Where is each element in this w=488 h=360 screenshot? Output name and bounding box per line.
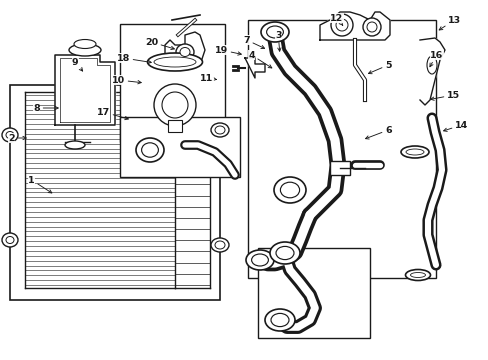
Text: 3: 3 [274,31,281,51]
Ellipse shape [409,273,425,278]
Ellipse shape [275,246,293,260]
Text: 7: 7 [243,36,264,49]
Text: 5: 5 [368,60,391,74]
Ellipse shape [65,141,85,149]
Text: 8: 8 [33,104,58,112]
Text: 6: 6 [365,126,391,139]
Bar [10,85,220,300]
Text: 9: 9 [72,58,82,71]
Ellipse shape [215,241,224,249]
Text: 4: 4 [248,50,271,68]
Polygon shape [419,38,444,105]
Ellipse shape [280,182,299,198]
Text: 19: 19 [214,45,241,55]
Bar [258,248,369,338]
Bar [120,117,240,177]
Ellipse shape [2,233,18,247]
Ellipse shape [69,44,101,56]
Text: 10: 10 [112,76,141,85]
Ellipse shape [2,128,18,142]
Ellipse shape [366,22,376,32]
Text: 12: 12 [329,14,343,25]
Ellipse shape [176,44,194,60]
Text: 18: 18 [116,54,151,63]
Ellipse shape [335,19,347,31]
Bar [168,120,182,132]
Polygon shape [244,58,264,78]
Ellipse shape [6,131,14,139]
Ellipse shape [405,149,423,155]
Text: 1: 1 [28,176,52,193]
Ellipse shape [362,18,380,36]
Ellipse shape [269,242,299,264]
Ellipse shape [180,48,190,57]
Polygon shape [319,12,389,40]
Text: 16: 16 [429,50,442,67]
Ellipse shape [210,238,228,252]
Ellipse shape [142,143,158,157]
Ellipse shape [426,56,436,74]
Text: 11: 11 [200,73,216,82]
Ellipse shape [210,123,228,137]
Ellipse shape [264,309,294,331]
Ellipse shape [147,53,202,71]
Ellipse shape [162,92,187,118]
Ellipse shape [270,314,288,327]
Bar [247,20,435,278]
Ellipse shape [266,26,283,38]
Ellipse shape [6,237,14,243]
Ellipse shape [400,146,428,158]
Ellipse shape [273,177,305,203]
Bar [120,24,224,142]
Ellipse shape [154,84,196,126]
Ellipse shape [215,126,224,134]
Ellipse shape [136,138,163,162]
Text: 13: 13 [438,15,460,30]
Text: 20: 20 [144,37,174,50]
Polygon shape [164,32,204,65]
Ellipse shape [74,40,96,49]
Text: 15: 15 [430,90,459,100]
Ellipse shape [261,22,288,42]
Ellipse shape [154,57,196,67]
Ellipse shape [245,250,273,270]
Ellipse shape [330,14,352,36]
Polygon shape [55,55,115,125]
Text: 14: 14 [443,121,468,131]
Text: 17: 17 [97,108,128,120]
Bar [329,161,349,175]
Text: 2: 2 [8,134,26,143]
Ellipse shape [405,270,429,280]
Ellipse shape [251,254,268,266]
